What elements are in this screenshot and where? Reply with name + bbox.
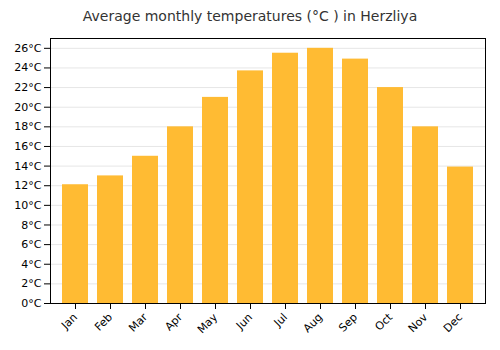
svg-text:Jul: Jul — [271, 311, 290, 330]
svg-text:4°C: 4°C — [21, 258, 41, 271]
svg-text:Apr: Apr — [162, 310, 185, 333]
svg-text:Sep: Sep — [336, 311, 360, 335]
svg-text:Aug: Aug — [301, 311, 325, 335]
svg-text:2°C: 2°C — [21, 277, 41, 290]
svg-text:22°C: 22°C — [14, 81, 41, 94]
svg-text:8°C: 8°C — [21, 219, 41, 232]
svg-text:12°C: 12°C — [14, 179, 41, 192]
svg-text:Dec: Dec — [441, 311, 465, 335]
html-text:Average monthly temperatures (: Average monthly temperatures (°C ) in He… — [82, 8, 418, 24]
svg-text:16°C: 16°C — [14, 140, 41, 153]
svg-text:Jan: Jan — [58, 311, 80, 333]
svg-text:Feb: Feb — [92, 311, 115, 334]
svg-text:20°C: 20°C — [14, 101, 41, 114]
svg-text:18°C: 18°C — [14, 120, 41, 133]
svg-text:10°C: 10°C — [14, 199, 41, 212]
svg-text:14°C: 14°C — [14, 160, 41, 173]
svg-text:26°C: 26°C — [14, 42, 41, 55]
svg-text:Oct: Oct — [372, 310, 395, 333]
svg-text:Nov: Nov — [406, 310, 431, 335]
svg-text:May: May — [195, 310, 221, 336]
svg-text:6°C: 6°C — [21, 238, 41, 251]
svg-text:0°C: 0°C — [21, 297, 41, 310]
svg-text:24°C: 24°C — [14, 61, 41, 74]
svg-text:Jun: Jun — [233, 311, 255, 333]
svg-text:Mar: Mar — [126, 310, 150, 334]
